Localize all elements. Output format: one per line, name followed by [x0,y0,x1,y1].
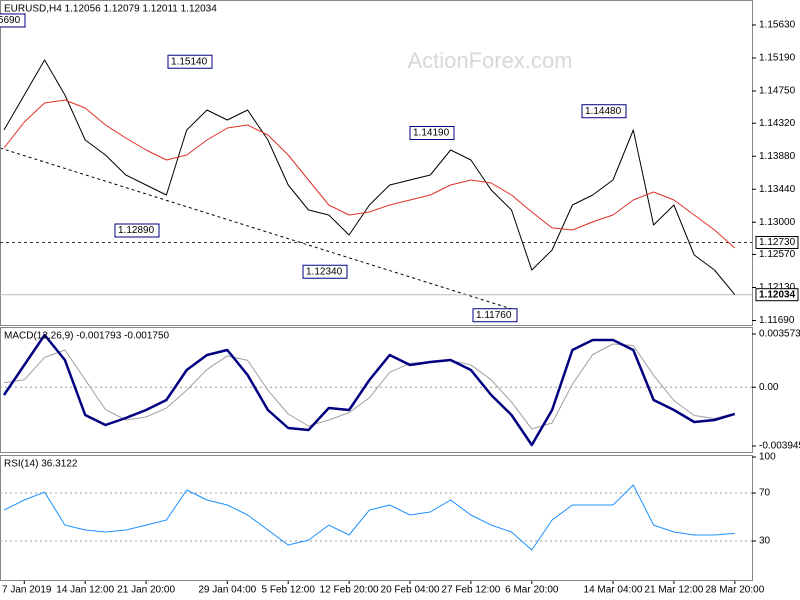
panel-frame [0,327,753,453]
price-label-box [167,54,213,69]
x-tick-label: 21 Jan 20:00 [117,585,175,596]
series-line [2,333,736,447]
x-tick-label: 29 Jan 04:00 [198,585,256,596]
price-label-box [114,223,160,238]
price-label-box [409,125,455,140]
series-line [3,484,735,551]
price-label: 1.14190 [413,128,450,139]
price-label: 1.14480 [585,106,622,117]
panel-title: EURUSD,H4 1.12056 1.12079 1.12011 1.1203… [4,4,217,15]
y-tick-label: 1.14750 [759,86,796,97]
x-tick-label: 20 Feb 04:00 [381,585,440,596]
x-tick-label: 6 Mar 20:00 [505,585,559,596]
price-label-box [302,264,348,279]
y-tick-label: 1.13000 [759,217,796,228]
watermark: ActionForex.com [407,48,572,73]
y-tick-label: 1.15630 [759,20,796,31]
level-label: 1.12730 [759,237,796,248]
x-tick-label: 5 Feb 12:00 [262,585,316,596]
level-label-box [755,235,799,249]
series-line [3,343,735,430]
price-label: 1.12890 [118,225,155,236]
y-tick-label: -0.003945 [759,441,800,452]
y-tick-label: 1.13880 [759,151,796,162]
y-tick-label: 0.003573 [759,329,800,340]
x-tick-label: 7 Jan 2019 [2,585,52,596]
y-tick-label: 1.15190 [759,53,796,64]
x-tick-label: 12 Feb 20:00 [320,585,379,596]
y-tick-label: 30 [759,536,771,547]
y-tick-label: 1.13440 [759,184,796,195]
price-label: 1.12340 [306,266,343,277]
price-label-box [0,13,26,28]
panel-frame [0,455,753,581]
y-tick-label: 1.11690 [759,315,795,326]
price-label-box [581,104,627,119]
panel-title: MACD(12,26,9) -0.001793 -0.001750 [4,331,170,342]
last-price-label: 1.12034 [759,289,796,300]
y-tick-label: 1.12570 [759,249,796,260]
x-tick-label: 14 Mar 04:00 [584,585,643,596]
y-tick-label: 1.14320 [759,118,796,129]
x-tick-label: 28 Mar 20:00 [705,585,764,596]
x-tick-label: 21 Mar 12:00 [644,585,703,596]
series-line [3,59,736,296]
price-label: 1.11760 [476,310,512,321]
y-tick-label: 0.00 [759,382,779,393]
price-label: 1.15140 [171,56,208,67]
y-tick-label: 70 [759,488,771,499]
panel-title: RSI(14) 36.3122 [4,459,78,470]
panel-frame [0,0,753,326]
y-tick-label: 1.12130 [759,282,796,293]
series-line [3,99,736,249]
y-tick-label: 100 [759,452,776,463]
last-price-box [755,288,799,302]
price-label: 1.15690 [0,15,21,26]
price-label-box [472,308,518,323]
x-tick-label: 14 Jan 12:00 [56,585,114,596]
x-tick-label: 27 Feb 12:00 [441,585,500,596]
